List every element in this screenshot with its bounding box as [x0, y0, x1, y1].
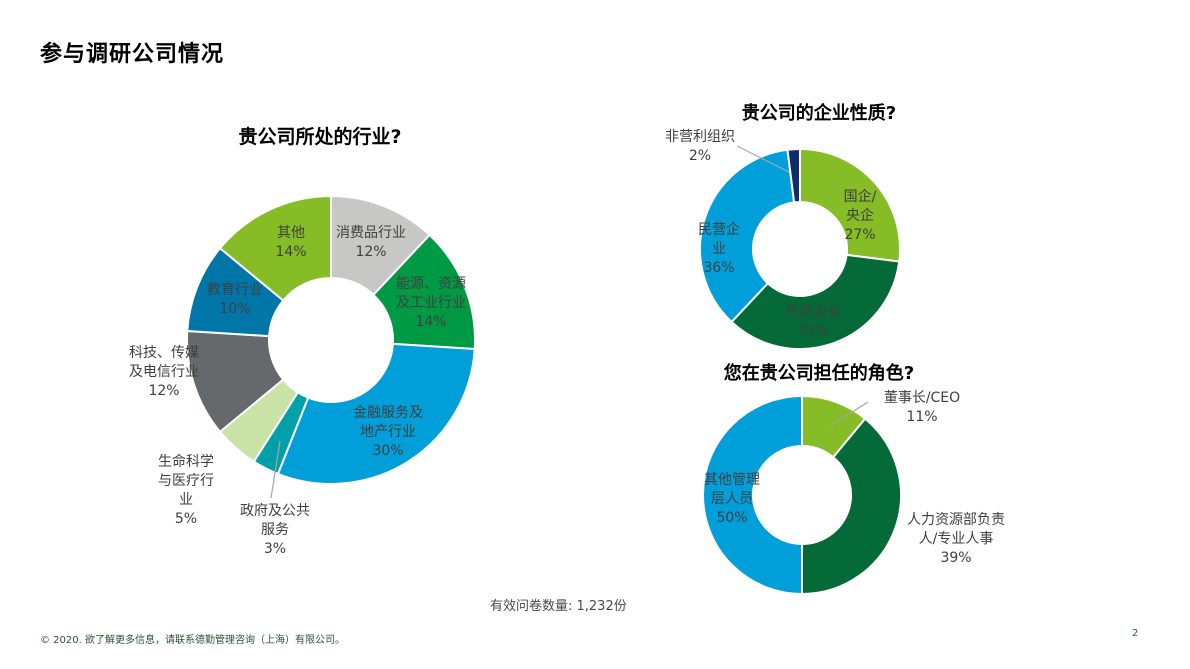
industry-segment-label: 金融服务及 地产行业 30% [353, 405, 423, 459]
role-segment-label: 其他管理 层人员 50% [704, 472, 760, 526]
ownership-segment-民营企业 [699, 148, 796, 323]
ownership-segment-label: 民营企 业 36% [698, 222, 740, 276]
page-title: 参与调研公司情况 [40, 42, 225, 67]
role-segment-人力资源部负责人/专业人事 [801, 417, 902, 595]
industry-segment-金融服务及地产行业 [276, 342, 476, 485]
role-segment-label: 人力资源部负责 人/专业人事 39% [907, 512, 1005, 566]
role-segment-其他管理层人员 [702, 395, 803, 595]
ownership-donut [699, 145, 901, 350]
page-number: 2 [1132, 628, 1139, 639]
ownership-segment-非营利组织 [786, 148, 801, 204]
industry-segment-label: 生命科学 与医疗行 业 5% [158, 454, 214, 527]
ownership-leader-line [736, 145, 790, 173]
role-leader-line [829, 401, 869, 427]
industry-leader-line [270, 440, 281, 499]
industry-segment-label: 科技、传媒 及电信行业 12% [129, 345, 199, 399]
industry-segment-其他 [219, 195, 332, 302]
role-segment-label: 董事长/CEO 11% [883, 390, 961, 425]
survey-count-note: 有效问卷数量: 1,232份 [490, 599, 627, 614]
industry-segment-label: 消费品行业 12% [336, 225, 406, 260]
role-chart-title: 您在贵公司担任的角色? [723, 363, 915, 384]
footer-copyright: © 2020. 欲了解更多信息，请联系德勤管理咨询（上海）有限公司。 [40, 635, 345, 646]
ownership-segment-label: 非营利组织 2% [665, 129, 735, 164]
industry-segment-label: 政府及公共 服务 3% [240, 503, 310, 557]
industry-segment-label: 其他 14% [275, 225, 307, 260]
industry-donut [186, 195, 476, 499]
industry-segment-label: 教育行业 10% [207, 282, 263, 317]
ownership-segment-label: 外资企业 35% [785, 304, 841, 339]
industry-segment-label: 能源、资源 及工业行业 14% [396, 276, 466, 330]
ownership-segment-label: 国企/ 央企 27% [843, 189, 877, 243]
ownership-segment-外资企业 [730, 253, 901, 350]
industry-chart-title: 贵公司所处的行业? [238, 126, 402, 148]
ownership-chart-title: 贵公司的企业性质? [741, 103, 897, 124]
role-donut [702, 395, 902, 595]
ownership-segment-国企/央企 [799, 148, 901, 263]
